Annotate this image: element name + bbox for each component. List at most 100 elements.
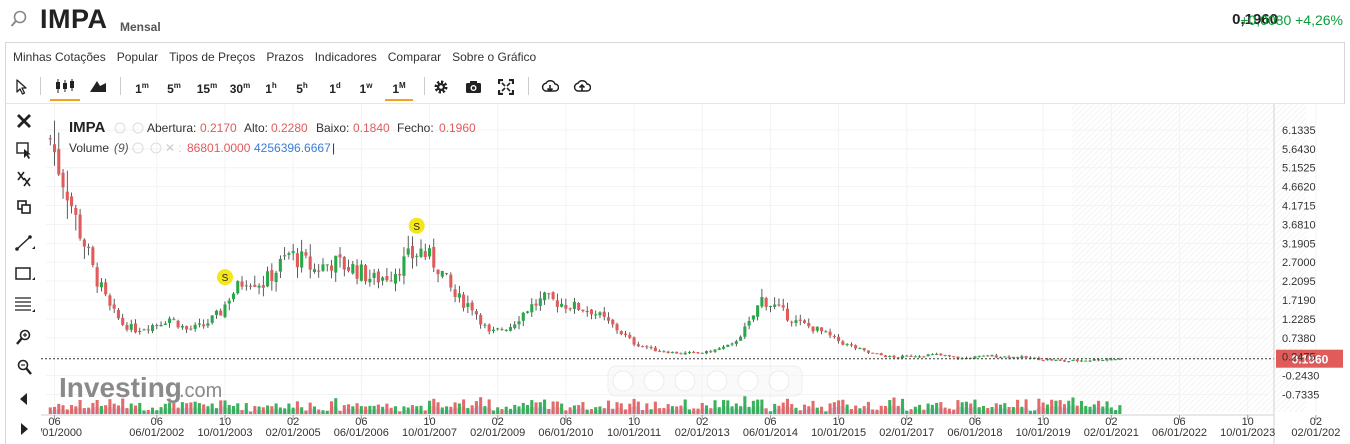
investing-watermark: Investing .com [59, 372, 222, 403]
nav-scroll-right-icon[interactable] [768, 370, 790, 392]
download-icon[interactable] [541, 79, 559, 95]
candlestick-chart-button[interactable] [50, 71, 80, 101]
volume-bar [197, 403, 201, 414]
candle-body [832, 335, 836, 337]
area-chart-button[interactable] [86, 71, 110, 101]
interval-1w[interactable]: 1w [359, 81, 373, 96]
candle-body [189, 328, 193, 330]
crosshair-icon[interactable] [12, 139, 36, 161]
volume-close-icon[interactable]: ✕ : [165, 141, 182, 155]
split-event-marker[interactable] [216, 269, 233, 286]
x-tick-label: 06/01/2006 [334, 427, 389, 439]
gear-icon[interactable] [433, 79, 449, 95]
chart-toolbar: 1m 5m 15m 30m 1h 5h 1d 1w 1M [5, 71, 1345, 104]
candle-body [372, 272, 376, 278]
x-tick-label-top: 10 [1242, 416, 1254, 428]
menu-prazos[interactable]: Prazos [266, 50, 304, 64]
menu-indicadores[interactable]: Indicadores [314, 50, 377, 64]
line-tool-icon[interactable] [12, 232, 36, 254]
candle-body [572, 301, 576, 309]
legend-volume-label: Volume [69, 141, 109, 155]
volume-bar [274, 403, 278, 414]
menu-popular[interactable]: Popular [116, 50, 159, 64]
volume-bar [74, 406, 78, 414]
close-icon[interactable] [12, 110, 36, 132]
candle-body [551, 292, 555, 300]
interval-30m[interactable]: 30m [229, 81, 251, 96]
rectangle-icon[interactable] [12, 263, 36, 285]
candle-body [781, 305, 785, 308]
interval-1h[interactable]: 1h [265, 81, 277, 96]
volume-bar [1071, 397, 1075, 414]
y-tick-label: 3.6810 [1282, 219, 1316, 231]
zoom-out-icon[interactable] [12, 168, 36, 190]
nav-scroll-left-icon[interactable] [612, 370, 634, 392]
interval-15m[interactable]: 15m [196, 81, 218, 96]
candle-body [1062, 360, 1066, 362]
interval-1m[interactable]: 1m [135, 81, 149, 96]
arrow-left-icon[interactable] [12, 388, 36, 410]
interval-1d[interactable]: 1d [329, 81, 341, 96]
fib-lines-icon[interactable] [12, 293, 36, 315]
split-event-marker[interactable] [408, 217, 425, 234]
volume-bar [432, 398, 436, 414]
volume-bar [888, 400, 892, 414]
volume-bar [513, 404, 517, 414]
candle-body [274, 272, 278, 283]
legend-symbol: IMPA [69, 119, 106, 136]
legend-close-value: 0.1960 [439, 121, 476, 135]
candle-body [278, 258, 282, 272]
volume-eye-icon[interactable] [132, 142, 144, 154]
candle-body [359, 264, 363, 281]
y-tick-label: 1.7190 [1282, 295, 1316, 307]
x-tick-label-top: 06 [48, 416, 60, 428]
nav-zoom-out-icon[interactable] [643, 370, 665, 392]
search-icon[interactable] [10, 10, 28, 28]
menu-tipos-de-precos[interactable]: Tipos de Preços [169, 50, 256, 64]
candle-body [287, 253, 291, 255]
zoom-in-icon[interactable] [12, 327, 36, 349]
candle-body [249, 285, 253, 287]
legend-gear-icon[interactable] [132, 122, 144, 134]
camera-icon[interactable] [465, 80, 482, 94]
volume-bar [325, 410, 329, 414]
visibility-eye-icon[interactable] [114, 122, 126, 134]
interval-5m[interactable]: 5m [167, 81, 181, 96]
copy-icon[interactable] [12, 197, 36, 219]
menu-comparar[interactable]: Comparar [387, 50, 442, 64]
candle-body [368, 278, 372, 283]
price-change: +0,0080 +4,26% [1240, 12, 1343, 28]
menu-minhas-cotacoes[interactable]: Minhas Cotações [13, 50, 106, 64]
candle-body [1016, 357, 1020, 359]
candle-body [521, 312, 525, 321]
arrow-right-icon[interactable] [12, 418, 36, 440]
price-chart[interactable]: 0.1960 SS 6.13355.64305.15254.66204.1715… [41, 104, 1343, 444]
volume-bar [453, 402, 457, 414]
menu-sobre-o-grafico[interactable]: Sobre o Gráfico [452, 50, 537, 64]
candle-body [1041, 360, 1045, 362]
volume-bar [108, 399, 112, 414]
candle-body [564, 305, 568, 309]
nav-home-icon[interactable] [706, 370, 728, 392]
nav-reset-icon[interactable] [737, 370, 759, 392]
volume-bar [48, 407, 52, 414]
volume-bar [202, 404, 206, 414]
candle-body [61, 172, 65, 188]
magnifier-icon[interactable] [12, 357, 36, 379]
volume-bar [679, 405, 683, 414]
volume-bar [1007, 407, 1011, 414]
candle-body [312, 269, 316, 272]
interval-1M[interactable]: 1M [385, 71, 413, 101]
candle-body [385, 276, 389, 281]
volume-bar [227, 404, 231, 414]
candle-body [628, 334, 632, 338]
fullscreen-icon[interactable] [498, 79, 514, 95]
upload-icon[interactable] [573, 79, 591, 95]
cursor-arrow-icon[interactable] [15, 79, 29, 95]
interval-5h[interactable]: 5h [296, 81, 308, 96]
chart-nav-controls [607, 365, 803, 397]
volume-gear-icon[interactable] [150, 142, 162, 154]
candle-body [295, 253, 299, 268]
nav-zoom-in-icon[interactable] [674, 370, 696, 392]
volume-bar [338, 410, 342, 414]
